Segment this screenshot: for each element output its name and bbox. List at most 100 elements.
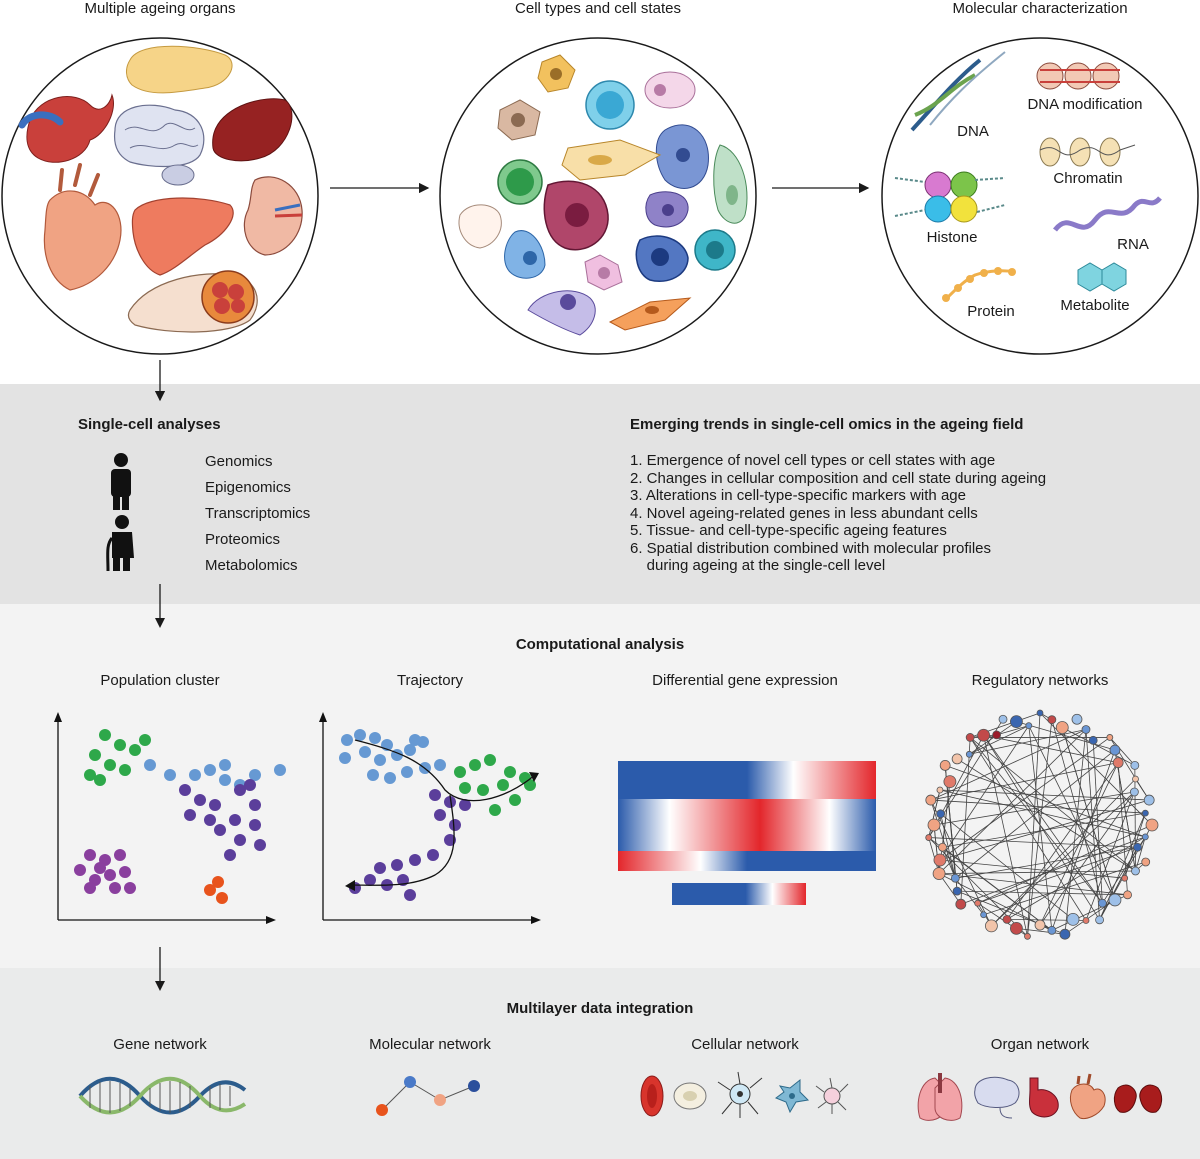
- network-edge: [1134, 765, 1136, 871]
- network-node: [1097, 898, 1107, 908]
- network-node: [1106, 734, 1114, 741]
- network-node: [985, 919, 998, 933]
- trajectory-point: [469, 759, 481, 771]
- trajectory-point: [509, 794, 521, 806]
- heatmap-row: [618, 851, 876, 871]
- network-node: [936, 809, 946, 819]
- panel-title-molecular-network: Molecular network: [369, 1036, 491, 1053]
- lungs-icon: [917, 1073, 963, 1121]
- trajectory-point: [401, 766, 413, 778]
- integration-band: [0, 968, 1200, 1159]
- cluster-point: [129, 744, 141, 756]
- trajectory-point: [434, 809, 446, 821]
- network-node: [1002, 914, 1012, 924]
- network-node: [1141, 833, 1149, 841]
- population-cluster-plot: [54, 712, 286, 924]
- network-edge: [969, 729, 1087, 755]
- protein-icon: [942, 267, 1016, 302]
- round-cell-icon: [673, 1082, 707, 1110]
- pancreas-icon: [126, 45, 233, 94]
- network-edge: [939, 859, 1125, 879]
- panel-title-population-cluster: Population cluster: [100, 672, 220, 689]
- cells-title: Cell types and cell states: [515, 0, 681, 17]
- network-node: [932, 867, 946, 880]
- network-edge: [983, 861, 1146, 916]
- molecular-circle: [881, 37, 1199, 355]
- cluster-point: [219, 774, 231, 786]
- liver-icon: [131, 197, 234, 276]
- metabolite-icon: [1077, 262, 1127, 292]
- network-edge: [1062, 727, 1136, 766]
- integration-title: Multilayer data integration: [506, 1000, 694, 1017]
- trajectory-point: [459, 799, 471, 811]
- trajectory-point: [454, 766, 466, 778]
- network-node: [1129, 787, 1139, 797]
- trajectory-point: [497, 779, 509, 791]
- cluster-point: [194, 794, 206, 806]
- network-node: [955, 898, 967, 910]
- network-node: [1047, 715, 1057, 725]
- trajectory-point: [477, 784, 489, 796]
- person-icons: [106, 453, 134, 572]
- omics-item: Metabolomics: [205, 557, 298, 574]
- star-cell-icon: [774, 1078, 810, 1114]
- omics-item: Epigenomics: [205, 479, 291, 496]
- trend-item: 3. Alterations in cell-type-specific mar…: [630, 487, 966, 504]
- network-node: [1141, 857, 1151, 867]
- cluster-point: [99, 729, 111, 741]
- kidneys-icon: [1113, 1084, 1163, 1113]
- network-edge: [933, 824, 940, 874]
- network-edge: [1085, 791, 1135, 921]
- trajectory-point: [367, 769, 379, 781]
- network-edge: [956, 758, 1136, 872]
- heart-small-icon: [1069, 1073, 1106, 1119]
- cluster-point: [254, 839, 266, 851]
- dna-modification-icon: [1036, 62, 1120, 90]
- trajectory-point: [339, 752, 351, 764]
- trajectory-point: [409, 854, 421, 866]
- cluster-point: [249, 769, 261, 781]
- network-edge: [939, 873, 1128, 896]
- trend-item: 1. Emergence of novel cell types or cell…: [630, 452, 996, 469]
- network-node: [992, 730, 1002, 740]
- cluster-point: [212, 876, 224, 888]
- cluster-point: [74, 864, 86, 876]
- trajectory-point: [384, 772, 396, 784]
- kidney-icon: [243, 176, 303, 256]
- network-node: [1082, 917, 1090, 924]
- network-node: [965, 733, 975, 742]
- network-node: [952, 886, 962, 896]
- network-edge: [1085, 729, 1100, 920]
- cluster-point: [119, 866, 131, 878]
- cluster-point: [84, 882, 96, 894]
- omics-item: Proteomics: [205, 531, 281, 548]
- network-node: [1081, 725, 1091, 734]
- dendritic-cell-icon: [815, 1077, 849, 1114]
- protein-label: Protein: [967, 303, 1015, 320]
- network-node: [1088, 735, 1098, 745]
- network-node: [936, 786, 944, 794]
- gene-network-dna-icon: [78, 1076, 247, 1115]
- network-edge: [991, 778, 1136, 927]
- cluster-point: [124, 882, 136, 894]
- network-node: [1034, 919, 1046, 931]
- network-node: [927, 818, 941, 832]
- network-edge: [969, 725, 1029, 755]
- network-edge: [930, 762, 1119, 801]
- cluster-point: [109, 882, 121, 894]
- cluster-point: [164, 769, 176, 781]
- cluster-point: [249, 799, 261, 811]
- network-node: [1025, 722, 1033, 730]
- histone-icon: [894, 171, 1006, 223]
- network-edge: [1028, 725, 1053, 931]
- network-edge: [930, 729, 1087, 801]
- dna-label: DNA: [957, 123, 989, 140]
- network-node: [1145, 818, 1159, 832]
- network-node: [1036, 709, 1044, 717]
- dna-modification-label: DNA modification: [1027, 96, 1143, 113]
- integration-icons: [78, 1071, 1163, 1121]
- network-edge: [928, 837, 1028, 937]
- heatmap-row: [672, 883, 806, 905]
- network-edge: [939, 789, 1150, 801]
- cluster-point: [94, 774, 106, 786]
